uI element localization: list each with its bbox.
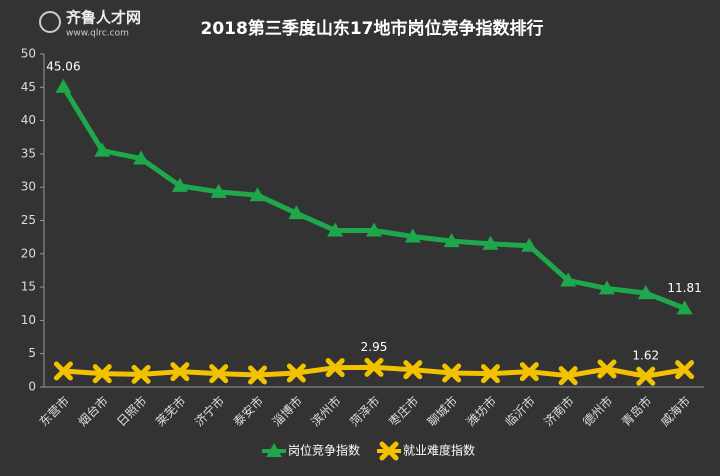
x-marker xyxy=(636,366,656,386)
x-marker xyxy=(480,364,500,384)
triangle-marker xyxy=(288,205,305,220)
x-tick-label: 青岛市 xyxy=(618,393,654,429)
x-marker xyxy=(131,364,151,384)
x-marker xyxy=(558,366,578,386)
logo-url: www.qlrc.com xyxy=(66,29,129,39)
y-tick-label: 30 xyxy=(21,180,36,194)
y-tick-label: 5 xyxy=(28,346,36,360)
triangle-marker xyxy=(94,142,111,157)
triangle-marker xyxy=(366,222,382,237)
x-marker xyxy=(286,363,306,383)
x-tick-label: 枣庄市 xyxy=(385,393,421,429)
chart-title: 2018第三季度山东17地市岗位竞争指数排行 xyxy=(201,18,544,39)
data-label: 11.81 xyxy=(667,281,701,295)
triangle-marker xyxy=(133,150,150,165)
x-tick-label: 潍坊市 xyxy=(463,393,499,429)
triangle-marker xyxy=(637,285,654,300)
x-tick-label: 威海市 xyxy=(657,393,693,429)
x-tick-label: 菏泽市 xyxy=(347,393,383,429)
triangle-marker xyxy=(249,187,266,202)
x-marker xyxy=(325,358,345,378)
triangle-marker xyxy=(404,228,421,243)
triangle-marker xyxy=(443,233,460,248)
x-marker xyxy=(519,362,539,382)
x-tick-label: 日照市 xyxy=(114,393,150,429)
x-marker xyxy=(403,360,423,380)
x-marker xyxy=(597,359,617,379)
x-marker xyxy=(379,441,399,461)
x-tick-label: 淄博市 xyxy=(269,393,305,429)
data-label: 45.06 xyxy=(46,59,80,73)
x-marker xyxy=(209,364,229,384)
triangle-marker xyxy=(482,235,499,250)
x-marker xyxy=(442,363,462,383)
y-tick-label: 10 xyxy=(21,313,36,327)
x-tick-label: 济南市 xyxy=(541,393,577,429)
y-tick-label: 40 xyxy=(21,113,36,127)
triangle-marker xyxy=(55,78,72,93)
triangle-marker xyxy=(676,300,693,315)
x-tick-label: 德州市 xyxy=(579,393,615,429)
triangle-marker xyxy=(171,177,188,192)
x-marker xyxy=(170,362,190,382)
logo-icon xyxy=(39,11,61,33)
y-tick-label: 35 xyxy=(21,146,36,160)
x-marker xyxy=(364,357,384,377)
x-tick-label: 东营市 xyxy=(36,393,72,429)
triangle-marker xyxy=(560,272,577,287)
x-tick-label: 聊城市 xyxy=(424,393,460,429)
triangle-marker xyxy=(266,443,282,457)
line xyxy=(61,85,686,311)
x-tick-label: 临沂市 xyxy=(502,393,538,429)
x-marker xyxy=(675,360,695,380)
y-tick-label: 15 xyxy=(21,280,36,294)
x-tick-label: 烟台市 xyxy=(75,393,111,429)
x-tick-label: 莱芜市 xyxy=(152,393,188,429)
y-tick-label: 0 xyxy=(28,380,36,394)
triangle-marker xyxy=(210,183,227,198)
data-label: 1.62 xyxy=(632,349,659,363)
triangle-marker xyxy=(598,280,615,295)
legend-label: 就业难度指数 xyxy=(403,443,475,458)
x-marker xyxy=(53,361,73,381)
x-marker xyxy=(92,364,112,384)
x-tick-label: 济宁市 xyxy=(191,393,227,429)
y-tick-label: 20 xyxy=(21,246,36,260)
data-label: 2.95 xyxy=(361,340,388,354)
x-marker xyxy=(248,365,268,385)
x-tick-label: 泰安市 xyxy=(230,393,266,429)
legend-label: 岗位竞争指数 xyxy=(288,443,360,458)
triangle-marker xyxy=(521,237,538,252)
logo-name: 齐鲁人才网 xyxy=(66,9,141,27)
triangle-marker xyxy=(327,222,344,237)
x-tick-label: 滨州市 xyxy=(308,393,344,429)
y-tick-label: 25 xyxy=(21,213,36,227)
y-tick-label: 45 xyxy=(21,80,36,94)
y-tick-label: 50 xyxy=(21,47,36,61)
